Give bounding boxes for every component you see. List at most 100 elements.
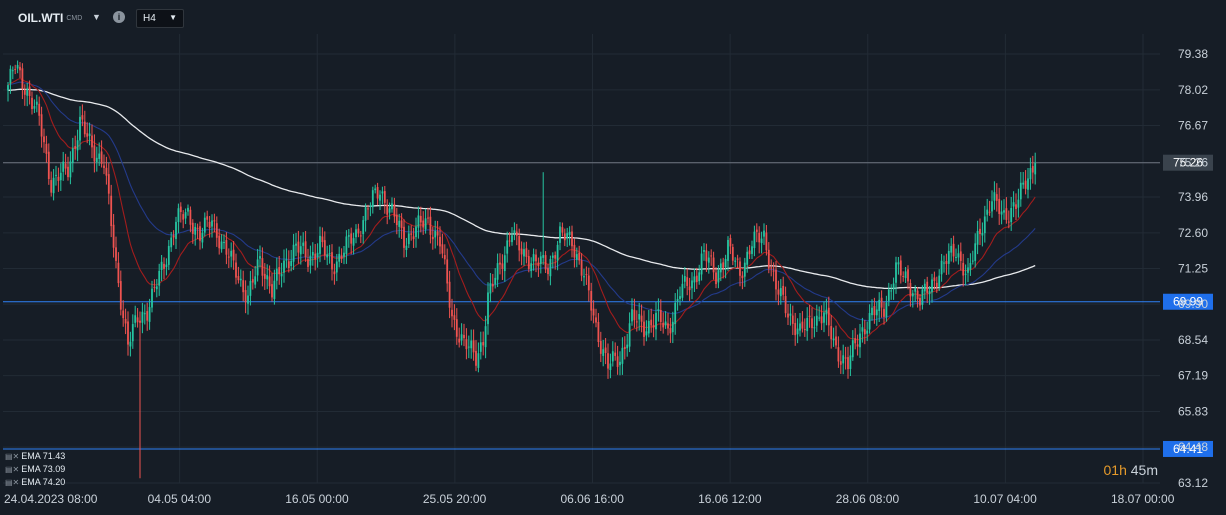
candle-body — [518, 236, 521, 251]
candle-body — [595, 317, 597, 323]
candle-body — [866, 330, 869, 334]
candle-body — [1012, 202, 1015, 207]
candle-body — [710, 255, 713, 257]
chevron-down-icon[interactable]: ▼ — [92, 12, 101, 22]
candle-body — [331, 252, 333, 270]
candle-body — [760, 238, 763, 244]
indicator-settings-icon[interactable]: ▤✕ — [5, 465, 20, 474]
candle-body — [76, 140, 79, 151]
candle-body — [775, 269, 777, 290]
candle-body — [525, 248, 528, 257]
candle-body — [695, 275, 698, 283]
candle-body — [976, 230, 979, 245]
candle-body — [23, 89, 26, 95]
candle-body — [285, 259, 288, 261]
candle-body — [549, 258, 552, 277]
timeframe-select[interactable]: H4 ▼ — [136, 9, 184, 28]
indicator-settings-icon[interactable]: ▤✕ — [5, 478, 20, 487]
candle-body — [143, 313, 146, 315]
candle-body — [880, 297, 883, 308]
candle-body — [839, 361, 842, 365]
candle-body — [203, 217, 206, 233]
candle-body — [328, 253, 331, 255]
candle-body — [475, 350, 477, 366]
candle-body — [431, 236, 434, 240]
candle-body — [583, 276, 585, 278]
info-icon[interactable]: i — [113, 11, 125, 23]
candle-body — [213, 220, 216, 222]
candle-body — [268, 276, 271, 287]
candle-body — [935, 282, 938, 288]
candle-body — [110, 195, 113, 227]
candle-body — [316, 252, 319, 258]
candle-body — [616, 356, 619, 367]
x-tick-label: 28.06 08:00 — [836, 492, 900, 506]
candle-body — [957, 253, 960, 258]
candle-body — [237, 276, 240, 281]
candle-body — [465, 339, 468, 350]
candle-body — [314, 253, 317, 260]
x-tick-label: 16.06 12:00 — [698, 492, 762, 506]
candle-body — [1019, 182, 1022, 200]
candle-body — [580, 260, 583, 276]
candle-body — [837, 347, 840, 362]
candle-body — [974, 243, 977, 261]
candle-body — [515, 231, 518, 236]
candle-body — [686, 277, 689, 286]
candle-body — [885, 302, 888, 318]
candle-body — [969, 262, 972, 270]
candle-body — [211, 220, 213, 227]
candle-body — [494, 277, 497, 285]
candle-body — [458, 338, 461, 343]
candle-body — [467, 346, 470, 348]
candle-body — [554, 255, 557, 259]
candle-body — [527, 256, 530, 270]
ema-lines — [7, 78, 1036, 341]
y-tick-label: 65.83 — [1178, 405, 1208, 419]
candle-body — [357, 228, 360, 234]
candle-body — [643, 321, 645, 337]
candle-body — [727, 239, 729, 261]
candle-body — [410, 233, 413, 235]
candle-body — [971, 260, 974, 262]
symbol-selector[interactable]: OIL.WTI CMD — [18, 11, 82, 25]
candle-body — [184, 212, 187, 219]
candle-body — [249, 280, 252, 296]
indicator-settings-icon[interactable]: ▤✕ — [5, 452, 20, 461]
candle-body — [691, 280, 693, 289]
candle-body — [787, 313, 789, 318]
candle-body — [391, 203, 393, 210]
x-tick-label: 25.05 20:00 — [423, 492, 487, 506]
candle-body — [508, 240, 511, 242]
candle-body — [628, 323, 631, 347]
candle-body — [14, 68, 17, 70]
x-tick-label: 24.04.2023 08:00 — [4, 492, 98, 506]
candle-body — [405, 245, 408, 250]
candle-body — [746, 251, 749, 265]
candle-body — [403, 226, 405, 248]
candle-body — [779, 288, 782, 297]
candle-body — [556, 244, 559, 261]
price-lines: 75.26 69.99 64.41 — [3, 154, 1213, 457]
candle-body — [47, 151, 50, 179]
candle-body — [71, 148, 74, 163]
candle-body — [638, 313, 641, 320]
candle-body — [590, 291, 593, 311]
candle-body — [472, 340, 475, 353]
candle-body — [381, 191, 384, 194]
candle-body — [921, 289, 924, 306]
candle-body — [947, 250, 950, 264]
candle-body — [362, 220, 365, 235]
candle-body — [945, 261, 948, 264]
candle-body — [662, 322, 665, 328]
candle-body — [191, 222, 194, 234]
candle-body — [568, 231, 571, 235]
candle-body — [57, 176, 60, 181]
candle-body — [182, 214, 185, 220]
candle-body — [878, 299, 881, 311]
candle-body — [218, 235, 221, 249]
candle-body — [542, 255, 545, 258]
y-tick-label: 67.19 — [1178, 369, 1208, 383]
candle-body — [803, 329, 806, 331]
